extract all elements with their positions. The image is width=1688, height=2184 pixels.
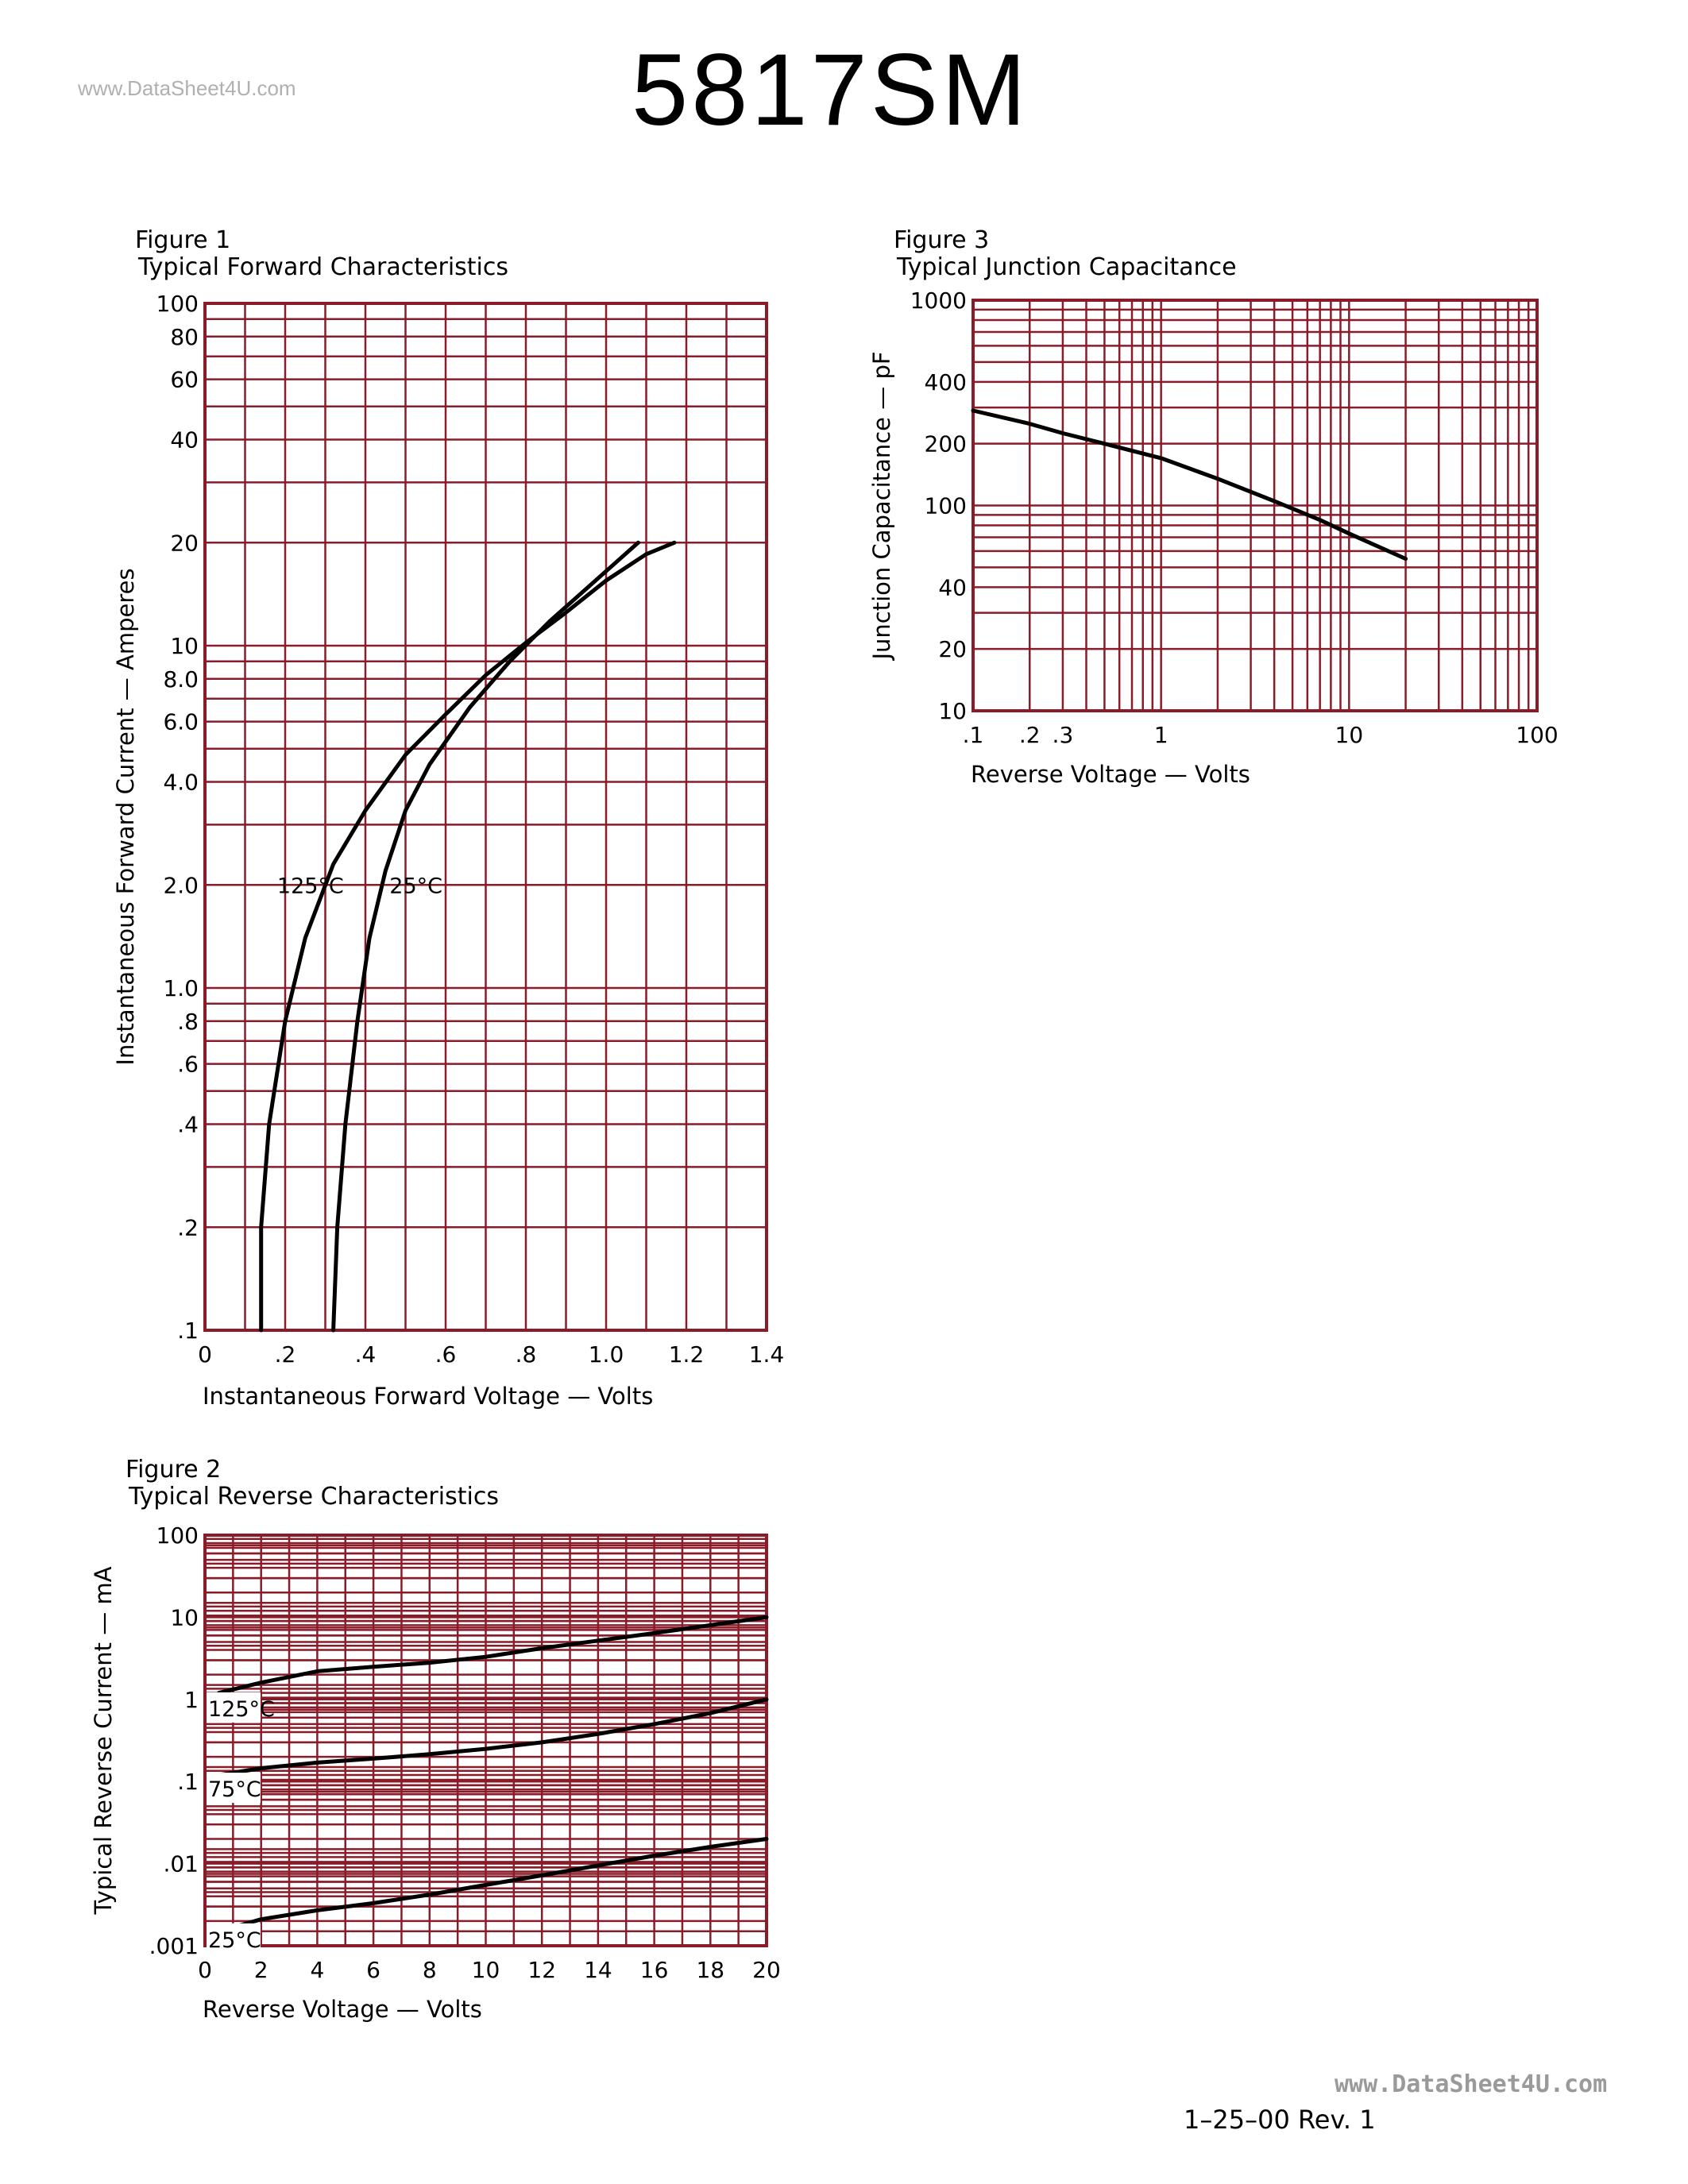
y-tick-label: 100 — [156, 291, 199, 317]
y-tick-label: 100 — [156, 1522, 199, 1549]
series-label-backdrop — [207, 1692, 261, 1723]
x-tick-label: 100 — [1516, 722, 1558, 748]
series-label-backdrop — [207, 1773, 261, 1804]
x-tick-label: .4 — [355, 1341, 377, 1368]
revision-date: 1–25–00 Rev. 1 — [1184, 2105, 1376, 2135]
y-tick-label: 2.0 — [163, 872, 199, 898]
x-tick-label: .2 — [275, 1341, 296, 1368]
x-tick-label: 1.2 — [669, 1341, 705, 1368]
y-tick-label: 1000 — [910, 287, 967, 314]
fig2-x-axis-label: Reverse Voltage — Volts — [203, 1996, 482, 2023]
y-tick-label: 8.0 — [163, 666, 199, 693]
fig2-series-label-0: 125°C — [208, 1697, 275, 1722]
watermark-top: www.DataSheet4U.com — [78, 76, 296, 100]
y-tick-label: 400 — [925, 369, 967, 396]
watermark-bottom: www.DataSheet4U.com — [1335, 2070, 1608, 2098]
fig3-y-axis-label: Junction Capacitance — pF — [868, 351, 895, 661]
x-tick-label: .6 — [435, 1341, 457, 1368]
fig1-series-line-1 — [331, 540, 640, 1333]
fig2-figure-label: Figure 2 — [126, 1456, 221, 1484]
x-tick-label: 10 — [472, 1957, 500, 1983]
y-tick-label: 100 — [925, 493, 967, 519]
y-tick-label: 40 — [170, 427, 199, 453]
y-tick-label: 80 — [170, 324, 199, 350]
x-tick-label: 16 — [640, 1957, 669, 1983]
fig2-title: Typical Reverse Characteristics — [128, 1483, 499, 1511]
x-tick-label: 1.4 — [749, 1341, 785, 1368]
y-tick-label: 10 — [170, 1604, 199, 1630]
x-tick-label: 1 — [1154, 722, 1168, 748]
fig3-title: Typical Junction Capacitance — [896, 253, 1237, 281]
x-tick-label: 6 — [366, 1957, 380, 1983]
y-tick-label: .2 — [177, 1214, 199, 1241]
fig2-series-label-1: 75°C — [208, 1777, 261, 1802]
fig3-plot-frame — [971, 299, 1539, 712]
fig3-figure-label: Figure 3 — [894, 226, 989, 254]
x-tick-label: 1.0 — [589, 1341, 624, 1368]
x-tick-label: 10 — [1335, 722, 1364, 748]
y-tick-label: .1 — [177, 1769, 199, 1795]
x-tick-label: .1 — [963, 722, 984, 748]
fig1-series-label-1: 25°C — [389, 874, 442, 898]
y-tick-label: .8 — [177, 1009, 199, 1035]
x-tick-label: .3 — [1053, 722, 1074, 748]
x-tick-label: 8 — [423, 1957, 437, 1983]
fig1-x-axis-label: Instantaneous Forward Voltage — Volts — [203, 1383, 653, 1410]
part-number-title: 5817SM — [632, 33, 1029, 147]
y-tick-label: 40 — [938, 574, 967, 600]
y-tick-label: .01 — [163, 1851, 199, 1877]
x-tick-label: 12 — [527, 1957, 556, 1983]
fig2-plot-frame — [203, 1534, 768, 1947]
fig2-y-axis-label: Typical Reverse Current — mA — [90, 1566, 117, 1915]
fig2-series-line-0 — [217, 1615, 769, 1696]
y-tick-label: .6 — [177, 1051, 199, 1078]
y-tick-label: 6.0 — [163, 709, 199, 735]
y-tick-label: 20 — [938, 636, 967, 662]
x-tick-label: 14 — [584, 1957, 612, 1983]
y-tick-label: 20 — [170, 530, 199, 556]
fig1-plot-frame — [203, 302, 768, 1332]
fig3-x-axis-label: Reverse Voltage — Volts — [971, 761, 1250, 788]
x-tick-label: 0 — [198, 1957, 212, 1983]
series-label-backdrop — [207, 1923, 261, 1954]
y-tick-label: .4 — [177, 1112, 199, 1138]
fig2-series-line-1 — [217, 1697, 769, 1777]
fig2-series-label-2: 25°C — [208, 1928, 261, 1953]
y-tick-label: 1.0 — [163, 975, 199, 1001]
y-tick-label: .001 — [149, 1933, 199, 1959]
x-tick-label: .8 — [516, 1341, 537, 1368]
x-tick-label: 4 — [310, 1957, 324, 1983]
x-tick-label: 0 — [198, 1341, 212, 1368]
y-tick-label: 10 — [938, 698, 967, 724]
y-tick-label: 4.0 — [163, 770, 199, 796]
x-tick-label: .2 — [1019, 722, 1041, 748]
y-tick-label: 1 — [184, 1687, 199, 1713]
fig1-y-axis-label: Instantaneous Forward Current — Amperes — [112, 568, 139, 1065]
fig1-title: Typical Forward Characteristics — [137, 253, 508, 281]
fig1-figure-label: Figure 1 — [135, 226, 230, 254]
y-tick-label: 200 — [925, 431, 967, 457]
y-tick-label: 10 — [170, 633, 199, 659]
fig1-series-label-0: 125°C — [277, 874, 344, 898]
y-tick-label: .1 — [177, 1318, 199, 1344]
fig3-series-line-0 — [971, 408, 1408, 561]
x-tick-label: 20 — [752, 1957, 781, 1983]
x-tick-label: 18 — [696, 1957, 724, 1983]
x-tick-label: 2 — [254, 1957, 268, 1983]
y-tick-label: 60 — [170, 367, 199, 393]
fig1-series-line-0 — [259, 540, 677, 1333]
fig2-series-line-2 — [217, 1837, 769, 1934]
